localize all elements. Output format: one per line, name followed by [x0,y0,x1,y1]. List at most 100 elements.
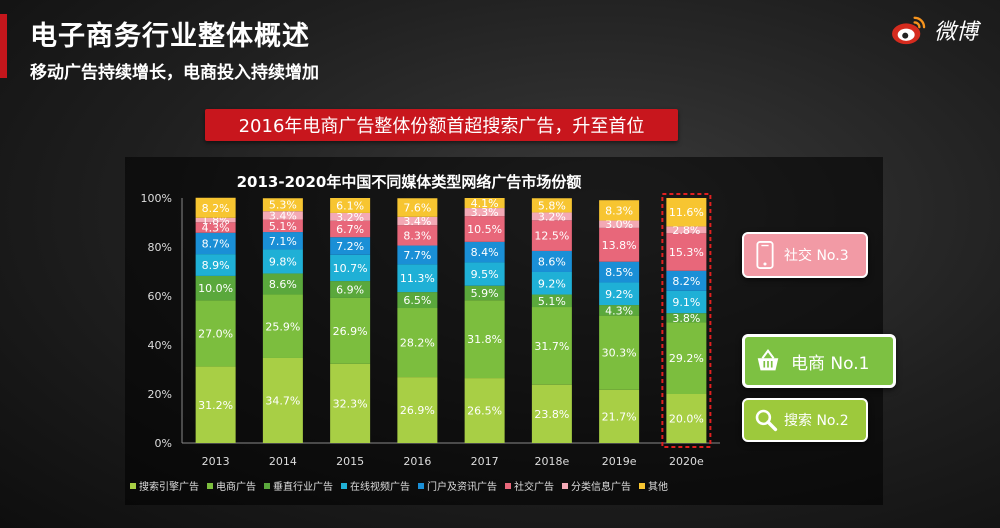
data-label: 10.0% [198,282,233,295]
legend-swatch [562,482,568,489]
data-label: 8.3% [403,229,431,242]
legend-swatch [505,482,511,489]
bar-segment [195,222,236,233]
data-label: 13.8% [602,239,637,252]
data-label: 11.3% [400,272,435,285]
data-label: 10.5% [467,223,502,236]
bar-segment [464,300,505,379]
brand-name: 微博 [933,20,978,45]
data-label: 11.6% [669,206,704,219]
bar-segment [531,307,572,385]
callout-social: 社交 No.3 [742,232,868,278]
data-label: 5.3% [269,199,297,212]
bar-segment [195,300,236,367]
y-tick-label: 100% [141,192,172,205]
bar-segment [599,261,640,283]
data-label: 3.2% [538,210,566,223]
data-label: 8.9% [202,259,230,272]
bar-segment [397,225,438,246]
bar-segment [262,357,303,443]
data-label: 3.4% [403,215,431,228]
data-label: 5.8% [538,199,566,212]
legend-label: 分类信息广告 [571,482,631,493]
legend-label: 其他 [648,482,668,493]
bar-segment [195,254,236,276]
data-label: 34.7% [265,394,300,407]
y-tick-label: 20% [148,388,172,401]
data-label: 31.7% [534,340,569,353]
bar-segment [666,270,707,291]
title-accent-bar [0,14,7,78]
bar-segment [195,275,236,301]
weibo-eye-icon [892,16,926,45]
legend-item: 其他 [639,478,668,493]
bar-segment [330,281,371,298]
bar-segment [397,292,438,309]
bar-segment [397,377,438,443]
data-label: 31.8% [467,333,502,346]
phone-icon [750,238,780,272]
x-tick-label: 2017 [471,455,499,468]
data-label: 8.3% [605,204,633,217]
bar-segment [397,216,438,226]
legend-item: 垂直行业广告 [264,478,333,493]
magnifier-icon [752,406,780,434]
data-label: 3.2% [336,211,364,224]
bar-segment [262,211,303,220]
bar-segment [531,250,572,272]
legend-swatch [639,482,645,489]
data-label: 5.1% [538,295,566,308]
bar-segment [599,282,640,306]
brand-logo: 微博 [890,14,978,46]
bar-segment [531,212,572,221]
bar-segment [666,226,707,234]
legend-label: 电商广告 [216,482,256,493]
bar-segment [262,219,303,233]
data-label: 31.2% [198,399,233,412]
chart-title: 2013-2020年中国不同媒体类型网络广告市场份额 [236,173,582,191]
x-tick-label: 2020e [669,455,704,468]
bar-segment [262,198,303,212]
bar-segment [464,378,505,443]
data-label: 26.9% [400,404,435,417]
bar-segment [666,198,707,227]
bar-segment [464,208,505,217]
bar-segment [531,384,572,443]
data-label: 20.0% [669,413,704,426]
bar-segment [397,198,438,217]
legend-item: 社交广告 [505,478,554,493]
data-label: 2.8% [672,224,700,237]
x-tick-label: 2014 [269,455,297,468]
bar-segment [666,322,707,394]
legend-item: 搜索引擎广告 [130,478,199,493]
legend-label: 搜索引擎广告 [139,482,199,493]
headline-banner: 2016年电商广告整体份额首超搜索广告，升至首位 [205,109,678,141]
x-tick-label: 2019e [602,455,637,468]
bar-segment [397,264,438,293]
bar-segment [262,232,303,250]
data-label: 6.7% [336,223,364,236]
bar-segment [599,227,640,262]
y-tick-label: 0% [155,437,172,450]
bar-segment [262,273,303,295]
bar-segment [397,245,438,265]
bar-segment [330,198,371,213]
callout-search: 搜索 No.2 [742,398,868,442]
callout-ecommerce-label: 电商 No.1 [791,353,870,374]
bar-segment [599,305,640,316]
bar-segment [397,308,438,378]
data-label: 3.0% [605,218,633,231]
data-label: 6.9% [336,284,364,297]
bar-segment [262,249,303,274]
bar-segment [531,220,572,251]
chart-legend: 搜索引擎广告 电商广告 垂直行业广告 在线视频广告 门户及资讯广告 社交广告 分类信息广告 其… [130,478,668,493]
y-tick-label: 60% [148,290,172,303]
callout-social-label: 社交 No.3 [784,248,849,264]
data-label: 7.6% [403,202,431,215]
bar-segment [666,313,707,323]
bar-segment [464,262,505,286]
page-subtitle: 移动广告持续增长，电商投入持续增加 [30,63,319,83]
shopping-basket-icon [751,344,785,378]
data-label: 27.0% [198,327,233,340]
